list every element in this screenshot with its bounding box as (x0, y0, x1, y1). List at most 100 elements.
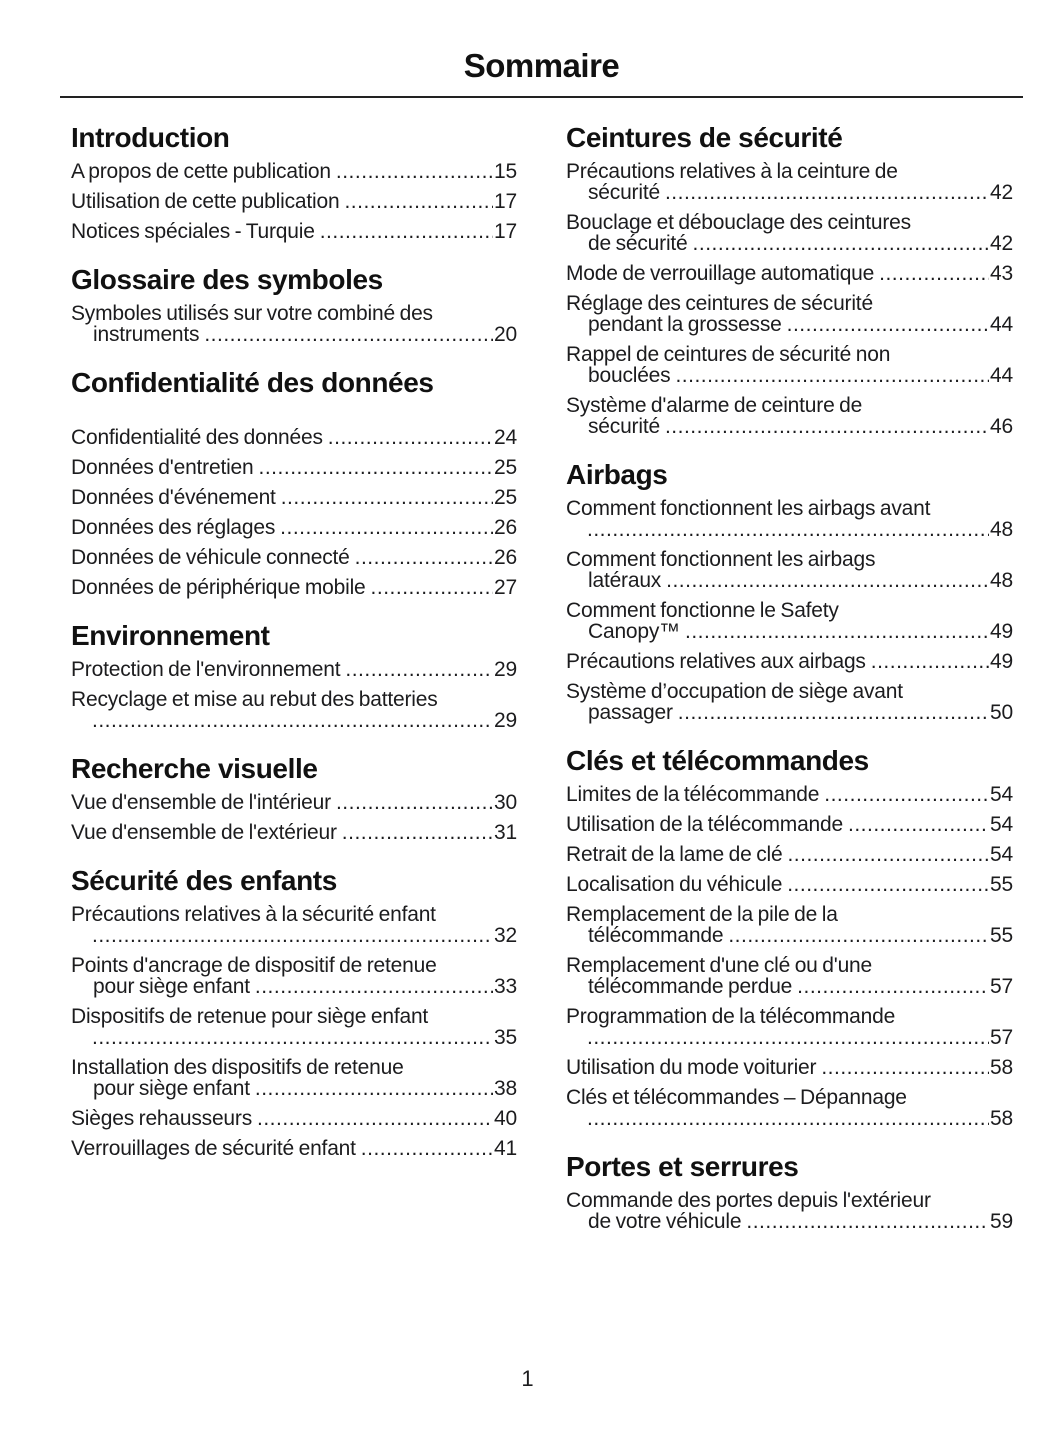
entry-text: instruments (93, 323, 200, 346)
dot-leader (371, 577, 493, 598)
toc-line: Sièges rehausseurs 40 (71, 1108, 517, 1129)
entry-text: de votre véhicule (588, 1210, 742, 1233)
toc-line: Réglage des ceintures de sécurité (566, 293, 1013, 314)
dot-leader (336, 161, 493, 182)
entry-text: Points d'ancrage de dispositif de retenu… (71, 954, 437, 977)
toc-line: Utilisation de la télécommande 54 (566, 814, 1013, 835)
toc-entry: Notices spéciales - Turquie 17 (71, 221, 517, 242)
entry-text: Système d’occupation de siège avant (566, 680, 903, 703)
toc-section: Recherche visuelle Vue d'ensemble de l'in… (71, 753, 517, 843)
dot-leader (92, 925, 493, 946)
entry-text: Vue d'ensemble de l'extérieur (71, 821, 337, 844)
page-ref: 54 (990, 783, 1013, 806)
dot-leader (255, 976, 493, 997)
toc-line: Localisation du véhicule 55 (566, 874, 1013, 895)
toc-entry: Localisation du véhicule 55 (566, 874, 1013, 895)
dot-leader (336, 792, 493, 813)
section-heading: Confidentialité des données (71, 367, 434, 398)
page-ref: 42 (990, 232, 1013, 255)
toc-line: Utilisation de cette publication 17 (71, 191, 517, 212)
entry-text: Dispositifs de retenue pour siège enfant (71, 1005, 429, 1028)
page-ref: 26 (494, 516, 517, 539)
toc-line: Limites de la télécommande 54 (566, 784, 1013, 805)
toc-line: Comment fonctionnent les airbags avant (566, 498, 1013, 519)
section-heading: Airbags (566, 459, 668, 490)
entry-text: Utilisation du mode voiturier (566, 1056, 817, 1079)
toc-line: Remplacement d'une clé ou d'une (566, 955, 1013, 976)
toc-line: Utilisation du mode voiturier 58 (566, 1057, 1013, 1078)
section-heading: Ceintures de sécurité (566, 122, 843, 153)
toc-line: 48 (566, 519, 1013, 540)
section-heading: Recherche visuelle (71, 753, 318, 784)
section-heading: Glossaire des symboles (71, 264, 383, 295)
toc-section: Introduction A propos de cette publicatio… (71, 122, 517, 242)
toc-line: pour siège enfant 33 (71, 976, 517, 997)
entry-text: Remplacement d'une clé ou d'une (566, 954, 873, 977)
toc-entry: Sièges rehausseurs 40 (71, 1108, 517, 1129)
entry-text: bouclées (588, 364, 671, 387)
page-ref: 49 (990, 650, 1013, 673)
toc-line: Données d'entretien 25 (71, 457, 517, 478)
page-ref: 17 (494, 220, 517, 243)
toc-entry: Données d'événement 25 (71, 487, 517, 508)
page-ref: 35 (494, 1026, 517, 1049)
dot-leader (280, 517, 493, 538)
entry-text: Clés et télécommandes – Dépannage (566, 1086, 907, 1109)
entry-text: télécommande perdue (588, 975, 793, 998)
dot-leader (344, 191, 493, 212)
dot-leader (746, 1211, 989, 1232)
page-ref: 55 (990, 873, 1013, 896)
entry-text: latéraux (588, 569, 662, 592)
dot-leader (665, 416, 989, 437)
entry-text: Limites de la télécommande (566, 783, 820, 806)
toc-entry: Utilisation de la télécommande 54 (566, 814, 1013, 835)
toc-line: instruments 20 (71, 324, 517, 345)
toc-entry: Précautions relatives aux airbags 49 (566, 651, 1013, 672)
page-ref: 43 (990, 262, 1013, 285)
page-number: 1 (521, 1366, 534, 1391)
entry-text: Rappel de ceintures de sécurité non (566, 343, 891, 366)
dot-leader (821, 1057, 989, 1078)
dot-leader (259, 457, 494, 478)
toc-line: Précautions relatives aux airbags 49 (566, 651, 1013, 672)
page-ref: 15 (494, 160, 517, 183)
entry-text: Notices spéciales - Turquie (71, 220, 315, 243)
entry-text: Vue d'ensemble de l'intérieur (71, 791, 331, 814)
toc-section: Airbags Comment fonctionnent les airbags … (566, 459, 1013, 723)
toc-entry: Système d’occupation de siège avant passa… (566, 681, 1013, 723)
page-ref: 27 (494, 576, 517, 599)
page-ref: 50 (990, 701, 1013, 724)
toc-line: A propos de cette publication 15 (71, 161, 517, 182)
dot-leader (345, 659, 493, 680)
section-heading: Introduction (71, 122, 230, 153)
page-ref: 25 (494, 486, 517, 509)
entry-text: Mode de verrouillage automatique (566, 262, 875, 285)
toc-column-right: Ceintures de sécurité Précautions relativ… (566, 122, 1013, 1241)
entry-text: Protection de l'environnement (71, 658, 341, 681)
page-ref: 46 (990, 415, 1013, 438)
toc-section: Ceintures de sécurité Précautions relativ… (566, 122, 1013, 437)
toc-line: 58 (566, 1108, 1013, 1129)
toc-section: Clés et télécommandes Limites de la téléc… (566, 745, 1013, 1129)
toc-line: Programmation de la télécommande (566, 1006, 1013, 1027)
toc-entry: Données des réglages 26 (71, 517, 517, 538)
page-ref: 49 (990, 620, 1013, 643)
toc-column-left: Introduction A propos de cette publicatio… (71, 122, 517, 1168)
entry-text: Sièges rehausseurs (71, 1107, 253, 1130)
toc-line: Données des réglages 26 (71, 517, 517, 538)
entry-text: sécurité (588, 415, 660, 438)
toc-entry: Comment fonctionnent les airbags avant 48 (566, 498, 1013, 540)
entry-text: Bouclage et débouclage des ceintures (566, 211, 911, 234)
toc-line: Protection de l'environnement 29 (71, 659, 517, 680)
toc-entry: Clés et télécommandes – Dépannage 58 (566, 1087, 1013, 1129)
page-ref: 48 (990, 569, 1013, 592)
entry-text: passager (588, 701, 673, 724)
toc-entry: Données de véhicule connecté 26 (71, 547, 517, 568)
entry-text: Programmation de la télécommande (566, 1005, 896, 1028)
dot-leader (787, 314, 989, 335)
entry-text: de sécurité (588, 232, 688, 255)
entry-text: Utilisation de cette publication (71, 190, 340, 213)
toc-entry: Limites de la télécommande 54 (566, 784, 1013, 805)
page-ref: 33 (494, 975, 517, 998)
